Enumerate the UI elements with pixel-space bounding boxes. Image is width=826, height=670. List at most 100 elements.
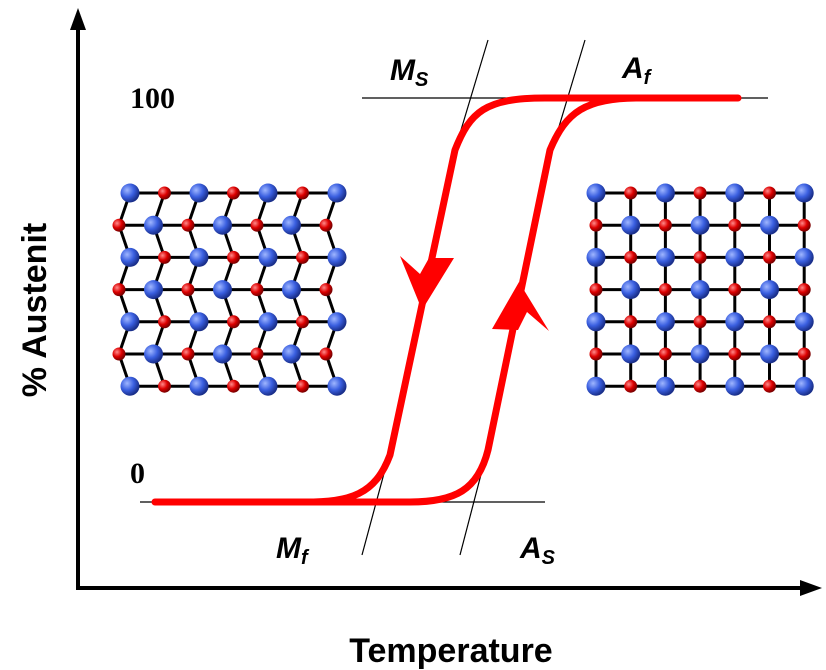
mf-label-sub: f (301, 547, 310, 569)
atom-large (327, 247, 347, 267)
atom-small (250, 347, 264, 361)
atom-large (327, 183, 347, 203)
hysteresis-curves (151, 94, 742, 506)
atom-small (227, 250, 240, 264)
atom-large (213, 344, 232, 364)
atom-large (120, 312, 140, 332)
atom-large (760, 215, 779, 235)
atom-large (725, 376, 745, 396)
atom-small (589, 218, 603, 232)
atom-small (319, 347, 333, 361)
af-label-sub: f (644, 67, 653, 89)
martensite-lattice (112, 183, 347, 396)
atom-large (258, 183, 278, 203)
atom-small (693, 315, 707, 329)
x-axis-arrow (800, 580, 822, 596)
axes (70, 8, 822, 596)
atom-large (189, 312, 209, 332)
atom-large (621, 280, 641, 300)
ms-label: MS (390, 54, 429, 91)
atom-small (693, 186, 707, 200)
austenite-lattice (586, 183, 814, 396)
atom-small (296, 315, 309, 329)
atom-large (282, 344, 301, 364)
atom-large (258, 376, 278, 396)
as-label: AS (519, 532, 556, 569)
atom-small (158, 186, 171, 200)
atom-large (655, 247, 675, 267)
atom-large (258, 247, 278, 267)
atom-large (794, 376, 814, 396)
y-axis-label: % Austenit (16, 223, 54, 397)
atom-large (725, 312, 745, 332)
atom-large (189, 183, 209, 203)
atom-small (158, 379, 171, 393)
atom-large (621, 215, 641, 235)
heating-arrow-icon (492, 282, 549, 331)
atom-small (624, 250, 638, 264)
reference-lines (140, 39, 768, 556)
y-axis-arrow (70, 8, 86, 30)
atom-small (296, 186, 309, 200)
atom-small (728, 283, 742, 297)
as-label-sub: S (542, 547, 556, 569)
tick-label-0: 0 (130, 457, 145, 490)
atom-large (794, 183, 814, 203)
atom-large (120, 247, 140, 267)
atom-small (296, 250, 309, 264)
atom-small (227, 186, 240, 200)
atom-large (258, 312, 278, 332)
atom-small (319, 218, 333, 232)
atom-large (282, 280, 301, 300)
atom-small (158, 250, 171, 264)
cooling-arrow-icon (400, 256, 454, 310)
atom-small (763, 250, 776, 264)
atom-large (794, 312, 814, 332)
atom-small (658, 283, 672, 297)
atom-large (120, 183, 140, 203)
atom-small (763, 315, 776, 329)
atom-large (655, 312, 675, 332)
atom-large (282, 215, 301, 235)
atom-large (144, 344, 163, 364)
atom-small (728, 347, 742, 361)
atom-small (728, 218, 742, 232)
as-label-main: A (519, 532, 542, 565)
atom-large (144, 215, 163, 235)
atom-large (690, 280, 710, 300)
mf-label: Mf (276, 532, 310, 569)
tick-label-100: 100 (130, 82, 175, 115)
atom-large (794, 247, 814, 267)
atom-small (658, 218, 672, 232)
atom-large (760, 280, 779, 300)
af-label-main: A (621, 52, 644, 85)
x-axis-label: Temperature (349, 632, 552, 670)
atom-small (589, 347, 603, 361)
atom-small (763, 379, 776, 393)
atom-small (296, 379, 309, 393)
af-label: Af (621, 52, 653, 89)
mf-label-main: M (276, 532, 302, 565)
atom-large (586, 183, 606, 203)
atom-small (227, 379, 240, 393)
atom-small (624, 315, 638, 329)
atom-large (725, 247, 745, 267)
atom-large (690, 344, 710, 364)
atom-large (144, 280, 163, 300)
atom-small (797, 283, 811, 297)
atom-small (112, 218, 126, 232)
atom-large (725, 183, 745, 203)
atom-large (327, 312, 347, 332)
ms-label-main: M (390, 54, 416, 87)
atom-large (760, 344, 779, 364)
atom-large (189, 247, 209, 267)
atom-small (227, 315, 240, 329)
atom-small (797, 218, 811, 232)
atom-small (693, 379, 707, 393)
atom-large (621, 344, 641, 364)
atom-small (112, 347, 126, 361)
atom-large (327, 376, 347, 396)
atom-small (319, 283, 333, 297)
atom-small (763, 186, 776, 200)
